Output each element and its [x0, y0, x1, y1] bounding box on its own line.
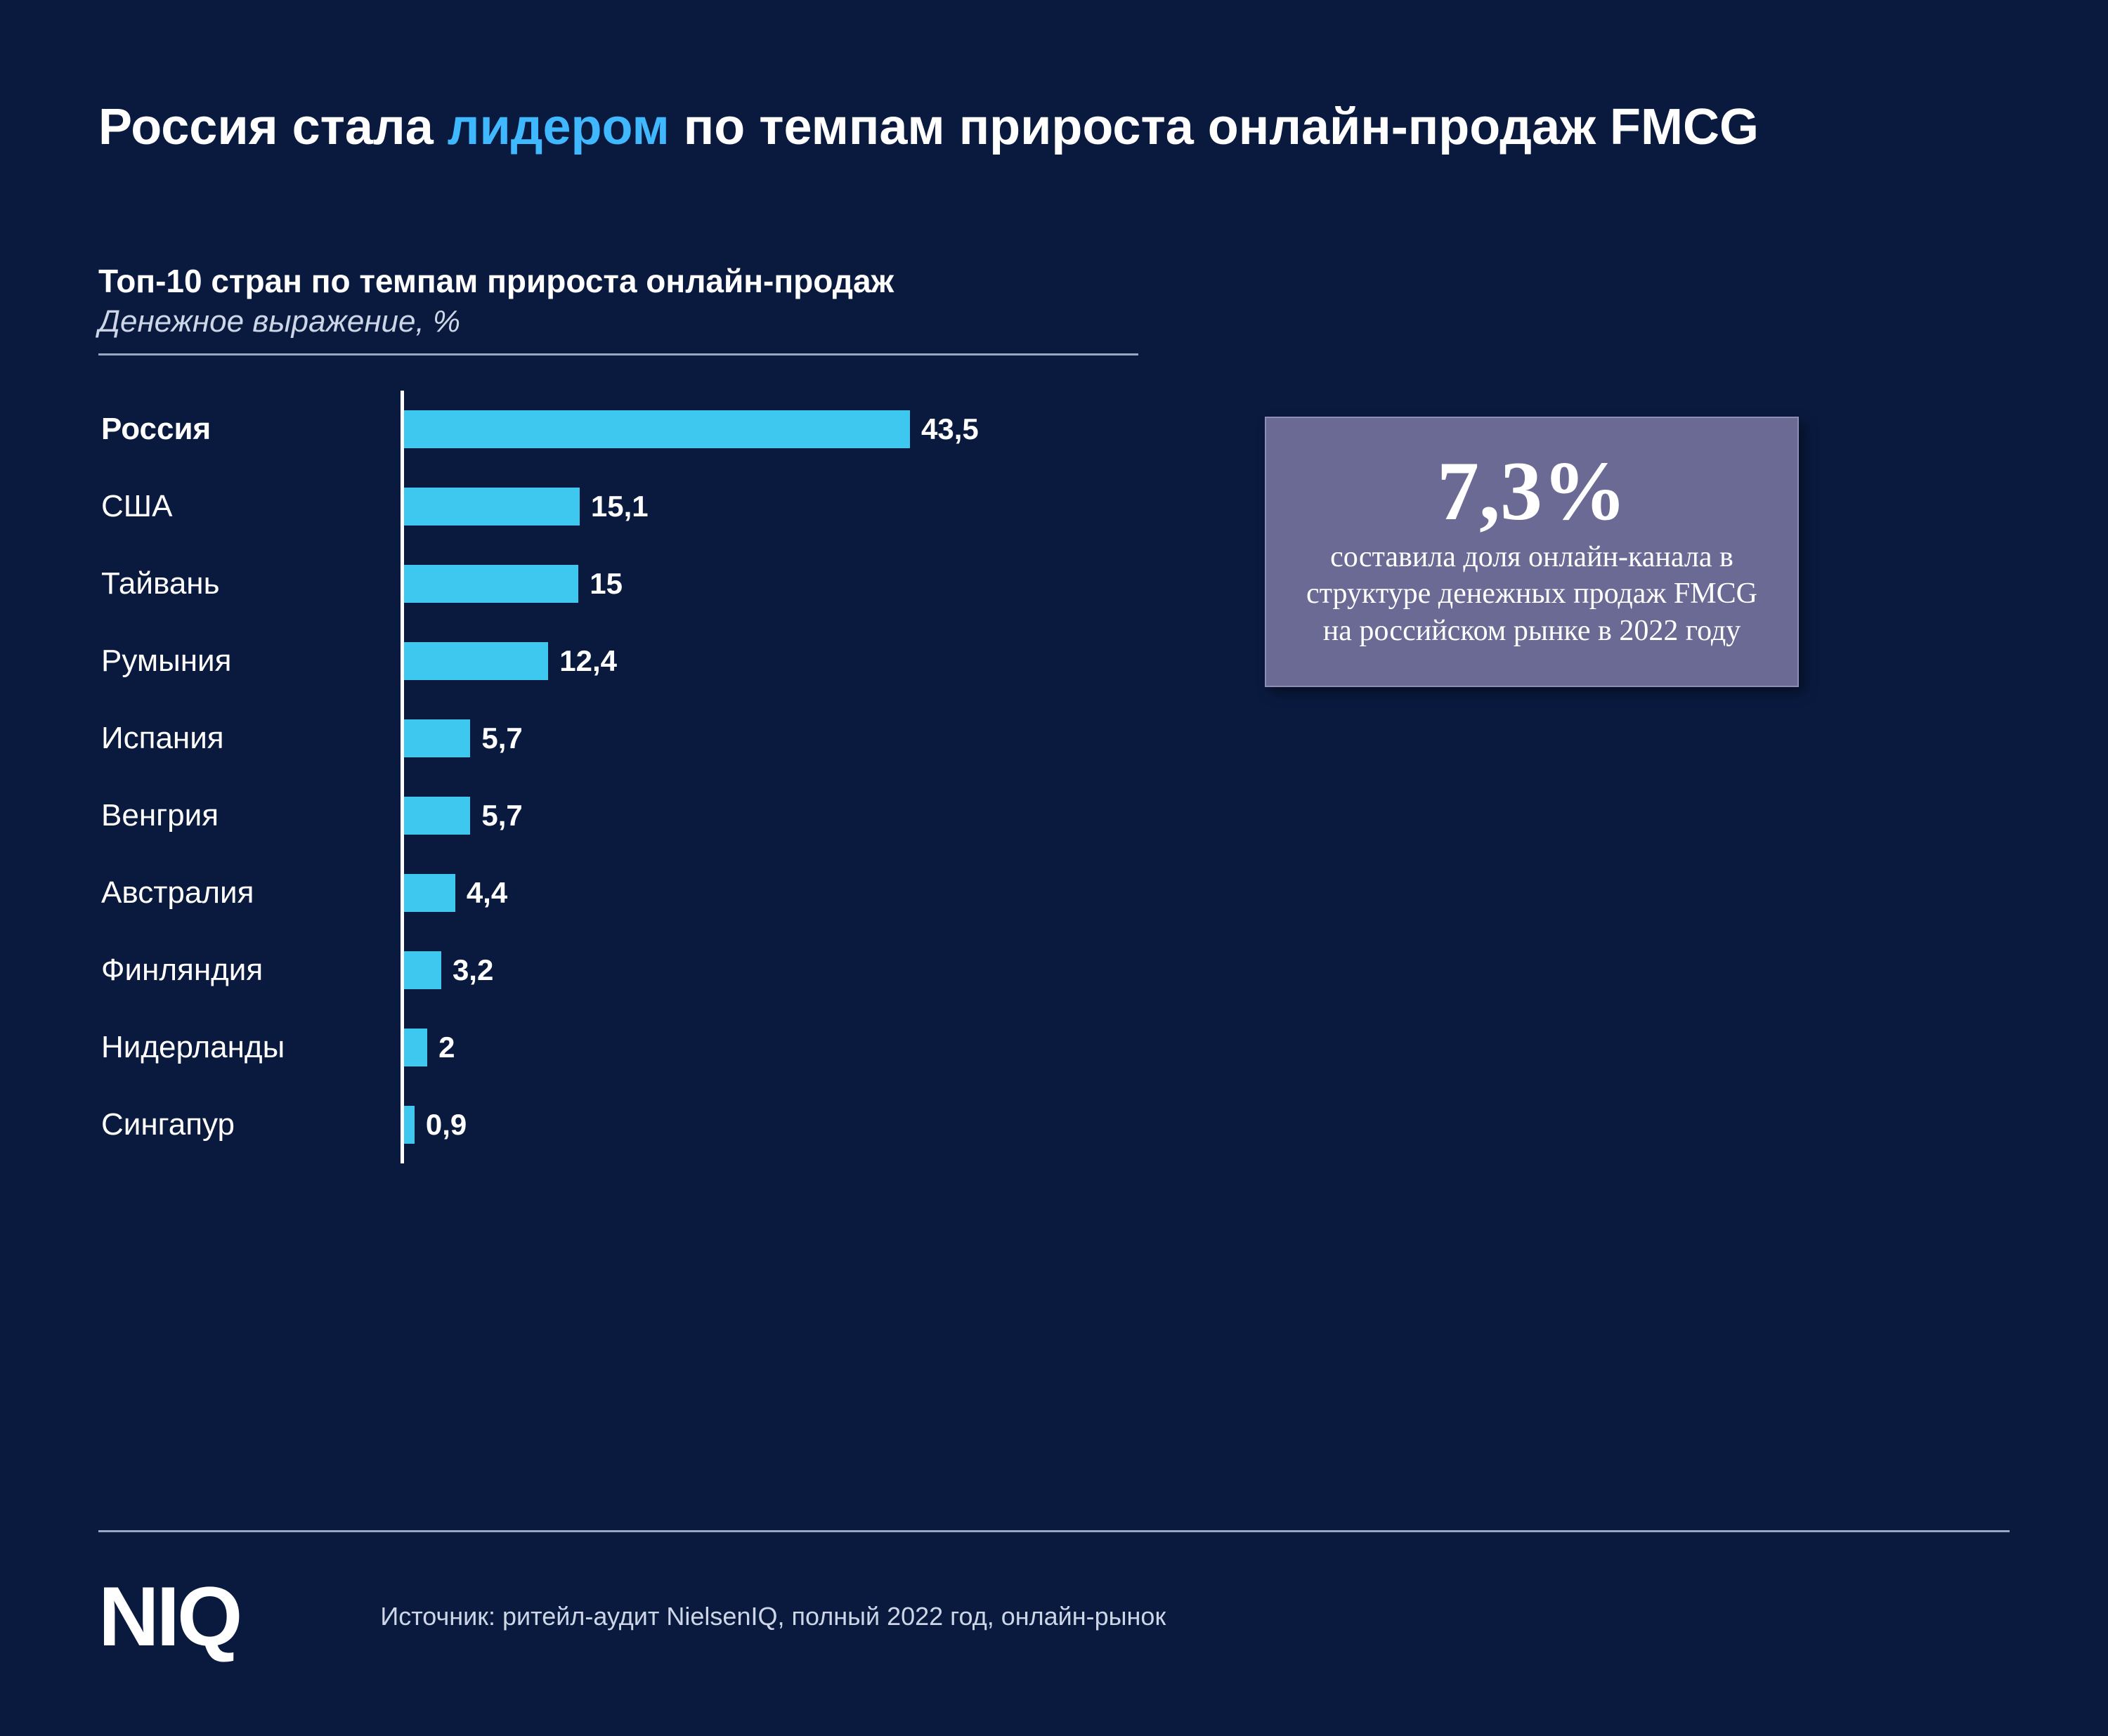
bar-value: 43,5 — [921, 412, 979, 446]
bar-wrap: 15 — [404, 565, 623, 603]
bar-value: 5,7 — [481, 722, 522, 755]
chart-title: Топ-10 стран по темпам прироста онлайн-п… — [98, 262, 1138, 300]
bar-row: Тайвань 15 — [98, 545, 1138, 622]
source-text: Источник: ритейл-аудит NielsenIQ, полный… — [380, 1602, 1166, 1631]
bar-label: Испания — [98, 721, 386, 756]
callout-text: составила доля онлайн-канала в структуре… — [1294, 539, 1769, 650]
bar-chart: Россия 43,5 США 15,1 Тайвань 15 Румыния 12,4 Исп… — [98, 391, 1138, 1163]
footer-row: NIQ Источник: ритейл-аудит NielsenIQ, по… — [98, 1574, 2010, 1659]
bar-value: 15,1 — [591, 490, 649, 523]
bar-wrap: 43,5 — [404, 410, 979, 448]
bar-label: Тайвань — [98, 566, 386, 601]
bar-value: 5,7 — [481, 799, 522, 833]
bar-row: Финляндия 3,2 — [98, 932, 1138, 1009]
footer-rule — [98, 1530, 2010, 1532]
bar-label: США — [98, 489, 386, 524]
footer: NIQ Источник: ритейл-аудит NielsenIQ, по… — [0, 1530, 2108, 1659]
bar-wrap: 4,4 — [404, 874, 507, 912]
bar-value: 3,2 — [453, 953, 493, 987]
bar-wrap: 12,4 — [404, 642, 617, 680]
chart-top-rule — [98, 353, 1138, 355]
bar-wrap: 2 — [404, 1029, 455, 1066]
bar-label: Финляндия — [98, 953, 386, 988]
bar — [404, 488, 580, 526]
bar — [404, 565, 578, 603]
bar-wrap: 0,9 — [404, 1106, 467, 1144]
bar-value: 15 — [590, 567, 623, 601]
callout-box: 7,3% составила доля онлайн-канала в стру… — [1265, 417, 1799, 688]
bar — [404, 797, 470, 835]
bar — [404, 642, 548, 680]
bar-value: 12,4 — [559, 644, 617, 678]
chart-subtitle: Денежное выражение, % — [98, 304, 1138, 339]
bar-row: Испания 5,7 — [98, 700, 1138, 777]
bar-row: Румыния 12,4 — [98, 622, 1138, 700]
bar-row: Сингапур 0,9 — [98, 1086, 1138, 1163]
bar-wrap: 15,1 — [404, 488, 649, 526]
page-title: Россия стала лидером по темпам прироста … — [98, 98, 2010, 157]
bar-row: Австралия 4,4 — [98, 854, 1138, 932]
niq-logo: NIQ — [98, 1574, 240, 1659]
chart-area: Топ-10 стран по темпам прироста онлайн-п… — [98, 262, 1138, 1163]
bar — [404, 1029, 427, 1066]
bar-label: Россия — [98, 412, 386, 447]
chart-header: Топ-10 стран по темпам прироста онлайн-п… — [98, 262, 1138, 339]
slide: Россия стала лидером по темпам прироста … — [0, 0, 2108, 1736]
bar-label: Австралия — [98, 875, 386, 911]
bar — [404, 874, 455, 912]
bar-label: Сингапур — [98, 1107, 386, 1142]
bar-row: Нидерланды 2 — [98, 1009, 1138, 1086]
bar — [404, 410, 910, 448]
bar-row: США 15,1 — [98, 468, 1138, 545]
bar-row: Венгрия 5,7 — [98, 777, 1138, 854]
content-row: Топ-10 стран по темпам прироста онлайн-п… — [98, 262, 2010, 1163]
bar-value: 0,9 — [426, 1108, 467, 1142]
bar-row: Россия 43,5 — [98, 391, 1138, 468]
bar-label: Румыния — [98, 644, 386, 679]
bar-wrap: 5,7 — [404, 797, 523, 835]
callout-value: 7,3% — [1294, 449, 1769, 533]
title-post: по темпам прироста онлайн-продаж FMCG — [670, 99, 1759, 155]
y-axis-line — [401, 391, 404, 1163]
bar-value: 2 — [438, 1031, 455, 1064]
bar — [404, 1106, 415, 1144]
title-pre: Россия стала — [98, 99, 448, 155]
bar-label: Венгрия — [98, 798, 386, 833]
bar-wrap: 5,7 — [404, 719, 523, 757]
bar — [404, 719, 470, 757]
bar-label: Нидерланды — [98, 1030, 386, 1065]
bar-wrap: 3,2 — [404, 951, 493, 989]
bar — [404, 951, 441, 989]
bar-value: 4,4 — [467, 876, 507, 910]
title-highlight: лидером — [448, 99, 670, 155]
